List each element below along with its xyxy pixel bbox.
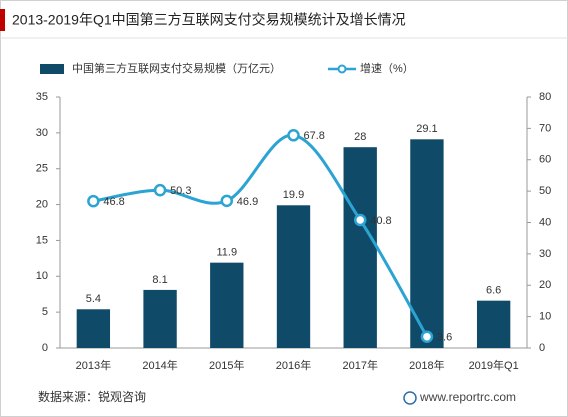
y-tick-label: 25	[36, 163, 48, 175]
y2-tick-label: 20	[539, 279, 551, 291]
bar	[343, 147, 377, 348]
watermark: www.reportrc.com	[419, 390, 516, 404]
bar	[76, 309, 111, 348]
bar-value-label: 5.4	[86, 293, 101, 305]
bar-value-label: 8.1	[152, 274, 167, 286]
chart-title: 2013-2019年Q1中国第三方互联网支付交易规模统计及增长情况	[12, 12, 406, 28]
x-tick-label: 2014年	[142, 358, 177, 372]
bar	[143, 289, 177, 348]
line-value-label: 67.8	[304, 130, 325, 142]
bar-value-label: 6.6	[486, 285, 501, 297]
bar	[276, 205, 311, 348]
legend-marker	[337, 64, 347, 74]
line-value-label: 40.8	[370, 215, 391, 227]
title-accent	[0, 9, 5, 31]
line-marker	[87, 194, 100, 208]
x-tick-label: 2016年	[276, 358, 311, 372]
bar	[210, 262, 244, 348]
y-tick-label: 20	[36, 198, 48, 210]
y2-tick-label: 40	[539, 216, 551, 228]
y2-tick-label: 50	[539, 185, 551, 197]
y2-tick-label: 70	[539, 122, 551, 134]
y2-tick-label: 60	[539, 154, 551, 166]
line-value-label: 46.8	[103, 196, 124, 208]
line-value-label: 46.9	[237, 196, 258, 208]
globe-icon	[403, 391, 417, 405]
bar-value-label: 28	[354, 131, 366, 143]
line-marker	[420, 330, 434, 343]
bar-value-label: 11.9	[216, 247, 237, 259]
y2-tick-label: 80	[539, 91, 551, 103]
x-tick-label: 2017年	[342, 358, 377, 372]
line-value-label: 3.6	[437, 332, 452, 344]
line-marker	[220, 194, 234, 208]
bar	[476, 300, 511, 348]
y-tick-label: 30	[36, 127, 48, 139]
x-tick-label: 2013年	[76, 358, 111, 372]
y2-tick-label: 0	[539, 342, 545, 354]
legend-label: 中国第三方互联网支付交易规模（万亿元）	[72, 61, 281, 75]
y-tick-label: 15	[36, 234, 48, 246]
y2-tick-label: 10	[539, 311, 551, 323]
x-tick-label: 2018年	[409, 358, 444, 372]
legend-swatch	[40, 64, 64, 74]
line-marker	[287, 129, 300, 142]
line-value-label: 50.3	[170, 185, 191, 197]
line-marker	[153, 183, 167, 197]
y2-tick-label: 30	[539, 248, 551, 260]
x-tick-label: 2019年Q1	[469, 358, 519, 372]
y-tick-label: 35	[36, 91, 48, 103]
legend-label: 增速（%）	[360, 61, 414, 75]
source: 数据来源：锐观咨询	[38, 389, 146, 404]
y-tick-label: 0	[42, 342, 48, 354]
bar-value-label: 19.9	[283, 189, 304, 201]
y-tick-label: 10	[36, 270, 48, 282]
line-marker	[353, 213, 367, 227]
bar	[410, 139, 444, 348]
y-tick-label: 5	[42, 306, 48, 318]
bar-value-label: 29.1	[416, 123, 437, 135]
x-tick-label: 2015年	[209, 358, 244, 372]
